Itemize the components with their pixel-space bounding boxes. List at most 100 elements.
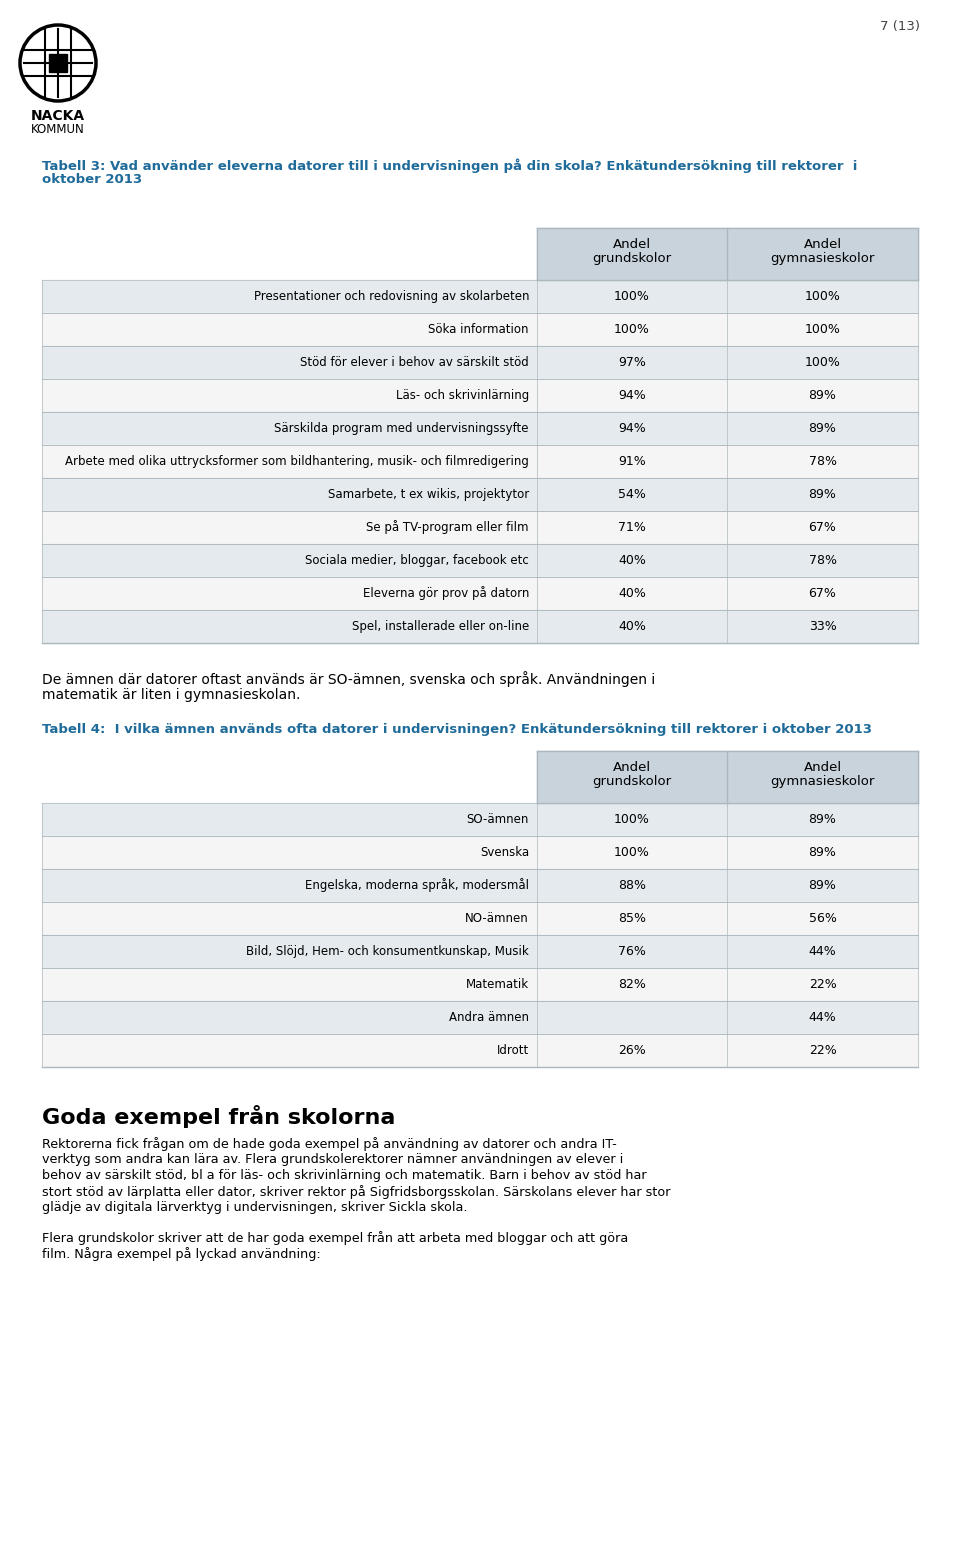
Text: 56%: 56% — [808, 912, 836, 926]
Bar — [42, 578, 918, 610]
Text: 54%: 54% — [618, 489, 646, 501]
Text: Tabell 4:  I vilka ämnen används ofta datorer i undervisningen? Enkätundersöknin: Tabell 4: I vilka ämnen används ofta dat… — [42, 723, 872, 735]
Bar — [42, 347, 918, 379]
Text: 22%: 22% — [808, 1044, 836, 1057]
Text: 40%: 40% — [618, 554, 646, 567]
Text: Arbete med olika uttrycksformer som bildhantering, musik- och filmredigering: Arbete med olika uttrycksformer som bild… — [65, 454, 529, 468]
Text: 100%: 100% — [804, 356, 840, 368]
Text: Svenska: Svenska — [480, 846, 529, 859]
Bar — [42, 445, 918, 478]
Text: 97%: 97% — [618, 356, 646, 368]
Text: Se på TV-program eller film: Se på TV-program eller film — [367, 520, 529, 534]
Text: Andel: Andel — [804, 762, 842, 774]
Bar — [42, 837, 918, 869]
Text: 40%: 40% — [618, 587, 646, 599]
Text: Läs- och skrivinlärning: Läs- och skrivinlärning — [396, 389, 529, 403]
Text: Rektorerna fick frågan om de hade goda exempel på användning av datorer och andr: Rektorerna fick frågan om de hade goda e… — [42, 1136, 616, 1150]
Text: Engelska, moderna språk, modersmål: Engelska, moderna språk, modersmål — [305, 879, 529, 893]
Bar — [42, 802, 918, 837]
Text: 85%: 85% — [618, 912, 646, 926]
Text: 100%: 100% — [614, 323, 650, 336]
Text: 88%: 88% — [618, 879, 646, 891]
Text: 100%: 100% — [804, 323, 840, 336]
Text: Tabell 3: Vad använder eleverna datorer till i undervisningen på din skola? Enkä: Tabell 3: Vad använder eleverna datorer … — [42, 158, 857, 173]
Text: 89%: 89% — [808, 389, 836, 403]
Text: 94%: 94% — [618, 389, 646, 403]
Text: Sociala medier, bloggar, facebook etc: Sociala medier, bloggar, facebook etc — [305, 554, 529, 567]
Text: Särskilda program med undervisningssyfte: Särskilda program med undervisningssyfte — [275, 421, 529, 436]
Text: 100%: 100% — [614, 290, 650, 303]
Bar — [42, 968, 918, 1001]
Text: Bild, Slöjd, Hem- och konsumentkunskap, Musik: Bild, Slöjd, Hem- och konsumentkunskap, … — [247, 944, 529, 958]
Text: Matematik: Matematik — [466, 979, 529, 991]
Text: 91%: 91% — [618, 454, 646, 468]
Bar — [537, 751, 918, 802]
Text: gymnasieskolor: gymnasieskolor — [770, 251, 875, 265]
Text: Presentationer och redovisning av skolarbeten: Presentationer och redovisning av skolar… — [253, 290, 529, 303]
Bar — [42, 902, 918, 935]
Bar — [42, 610, 918, 643]
Bar — [42, 412, 918, 445]
Bar — [537, 228, 918, 279]
Text: oktober 2013: oktober 2013 — [42, 173, 142, 186]
Bar — [42, 935, 918, 968]
Text: 89%: 89% — [808, 846, 836, 859]
Text: 76%: 76% — [618, 944, 646, 958]
Text: 67%: 67% — [808, 521, 836, 534]
Text: 33%: 33% — [808, 620, 836, 634]
Bar — [42, 379, 918, 412]
Text: 100%: 100% — [804, 290, 840, 303]
Text: 89%: 89% — [808, 813, 836, 826]
Text: Eleverna gör prov på datorn: Eleverna gör prov på datorn — [363, 587, 529, 601]
Text: Flera grundskolor skriver att de har goda exempel från att arbeta med bloggar oc: Flera grundskolor skriver att de har god… — [42, 1232, 628, 1246]
Bar — [42, 478, 918, 510]
Bar — [42, 279, 918, 314]
Text: 78%: 78% — [808, 454, 836, 468]
Text: De ämnen där datorer oftast används är SO-ämnen, svenska och språk. Användningen: De ämnen där datorer oftast används är S… — [42, 671, 656, 687]
Text: Samarbete, t ex wikis, projektytor: Samarbete, t ex wikis, projektytor — [327, 489, 529, 501]
Text: 44%: 44% — [808, 944, 836, 958]
Text: 40%: 40% — [618, 620, 646, 634]
Text: 26%: 26% — [618, 1044, 646, 1057]
Text: behov av särskilt stöd, bl a för läs- och skrivinlärning och matematik. Barn i b: behov av särskilt stöd, bl a för läs- oc… — [42, 1169, 647, 1182]
Text: Stöd för elever i behov av särskilt stöd: Stöd för elever i behov av särskilt stöd — [300, 356, 529, 368]
Text: 7 (13): 7 (13) — [880, 20, 920, 33]
Text: grundskolor: grundskolor — [592, 774, 672, 788]
Bar — [42, 314, 918, 347]
Text: NO-ämnen: NO-ämnen — [466, 912, 529, 926]
Text: film. Några exempel på lyckad användning:: film. Några exempel på lyckad användning… — [42, 1247, 321, 1261]
Text: verktyg som andra kan lära av. Flera grundskolerektorer nämner användningen av e: verktyg som andra kan lära av. Flera gru… — [42, 1154, 623, 1166]
Text: Andel: Andel — [804, 237, 842, 251]
Text: 71%: 71% — [618, 521, 646, 534]
Text: glädje av digitala lärverktyg i undervisningen, skriver Sickla skola.: glädje av digitala lärverktyg i undervis… — [42, 1200, 468, 1214]
Text: Andel: Andel — [612, 237, 651, 251]
Text: Idrott: Idrott — [496, 1044, 529, 1057]
Text: Andra ämnen: Andra ämnen — [449, 1012, 529, 1024]
Text: Andel: Andel — [612, 762, 651, 774]
Text: KOMMUN: KOMMUN — [31, 123, 84, 136]
Bar — [42, 510, 918, 543]
Text: 94%: 94% — [618, 421, 646, 436]
Text: matematik är liten i gymnasieskolan.: matematik är liten i gymnasieskolan. — [42, 688, 300, 702]
Text: 100%: 100% — [614, 846, 650, 859]
Bar — [42, 869, 918, 902]
Text: 22%: 22% — [808, 979, 836, 991]
Text: 89%: 89% — [808, 421, 836, 436]
Text: Spel, installerade eller on-line: Spel, installerade eller on-line — [351, 620, 529, 634]
Text: gymnasieskolor: gymnasieskolor — [770, 774, 875, 788]
Text: 89%: 89% — [808, 489, 836, 501]
Text: SO-ämnen: SO-ämnen — [467, 813, 529, 826]
Text: 67%: 67% — [808, 587, 836, 599]
Text: Goda exempel från skolorna: Goda exempel från skolorna — [42, 1105, 396, 1129]
Text: 44%: 44% — [808, 1012, 836, 1024]
Bar — [42, 1033, 918, 1068]
Text: NACKA: NACKA — [31, 109, 85, 123]
Text: 78%: 78% — [808, 554, 836, 567]
Text: grundskolor: grundskolor — [592, 251, 672, 265]
Text: 89%: 89% — [808, 879, 836, 891]
Bar — [42, 543, 918, 578]
Text: Söka information: Söka information — [428, 323, 529, 336]
Bar — [49, 55, 67, 72]
Text: stort stöd av lärplatta eller dator, skriver rektor på Sigfridsborgsskolan. Särs: stort stöd av lärplatta eller dator, skr… — [42, 1185, 670, 1199]
Text: 82%: 82% — [618, 979, 646, 991]
